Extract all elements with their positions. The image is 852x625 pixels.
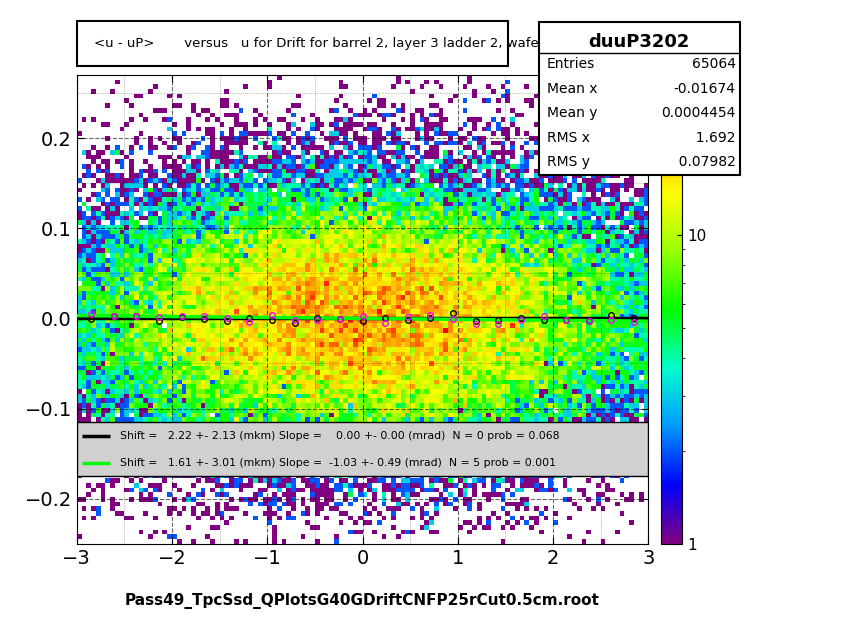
Bar (77, 422, 648, 476)
Text: Mean x: Mean x (546, 82, 597, 96)
Text: duuP3202: duuP3202 (588, 32, 689, 51)
Text: <u - uP>       versus   u for Drift for barrel 2, layer 3 ladder 2, wafer 2: <u - uP> versus u for Drift for barrel 2… (94, 37, 556, 49)
Text: 0.07982: 0.07982 (669, 155, 734, 169)
Text: Shift =   2.22 +- 2.13 (mkm) Slope =    0.00 +- 0.00 (mrad)  N = 0 prob = 0.068: Shift = 2.22 +- 2.13 (mkm) Slope = 0.00 … (119, 431, 558, 441)
Text: RMS y: RMS y (546, 155, 590, 169)
Text: -0.01674: -0.01674 (673, 82, 734, 96)
Text: Mean y: Mean y (546, 106, 597, 120)
Text: 65064: 65064 (691, 57, 734, 71)
Text: 1.692: 1.692 (686, 131, 734, 144)
Text: Pass49_TpcSsd_QPlotsG40GDriftCNFP25rCut0.5cm.root: Pass49_TpcSsd_QPlotsG40GDriftCNFP25rCut0… (125, 593, 599, 609)
Text: Shift =   1.61 +- 3.01 (mkm) Slope =  -1.03 +- 0.49 (mrad)  N = 5 prob = 0.001: Shift = 1.61 +- 3.01 (mkm) Slope = -1.03… (119, 458, 555, 468)
Text: Entries: Entries (546, 57, 595, 71)
Text: 0: 0 (708, 57, 719, 75)
Text: 0.0004454: 0.0004454 (660, 106, 734, 120)
Text: RMS x: RMS x (546, 131, 590, 144)
